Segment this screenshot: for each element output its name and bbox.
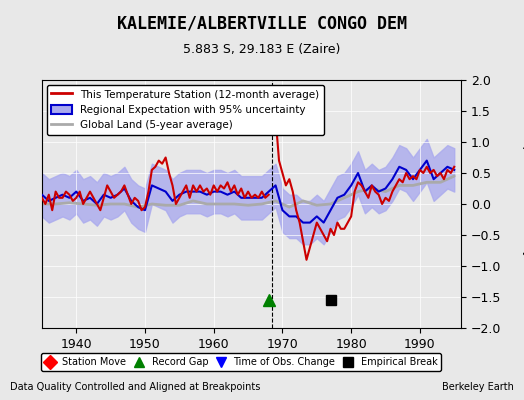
- Text: Berkeley Earth: Berkeley Earth: [442, 382, 514, 392]
- Text: KALEMIE/ALBERTVILLE CONGO DEM: KALEMIE/ALBERTVILLE CONGO DEM: [117, 14, 407, 32]
- Legend: This Temperature Station (12-month average), Regional Expectation with 95% uncer: This Temperature Station (12-month avera…: [47, 85, 324, 135]
- Text: 5.883 S, 29.183 E (Zaire): 5.883 S, 29.183 E (Zaire): [183, 43, 341, 56]
- Text: Data Quality Controlled and Aligned at Breakpoints: Data Quality Controlled and Aligned at B…: [10, 382, 261, 392]
- Legend: Station Move, Record Gap, Time of Obs. Change, Empirical Break: Station Move, Record Gap, Time of Obs. C…: [41, 353, 441, 371]
- Y-axis label: Temperature Anomaly (°C): Temperature Anomaly (°C): [522, 120, 524, 288]
